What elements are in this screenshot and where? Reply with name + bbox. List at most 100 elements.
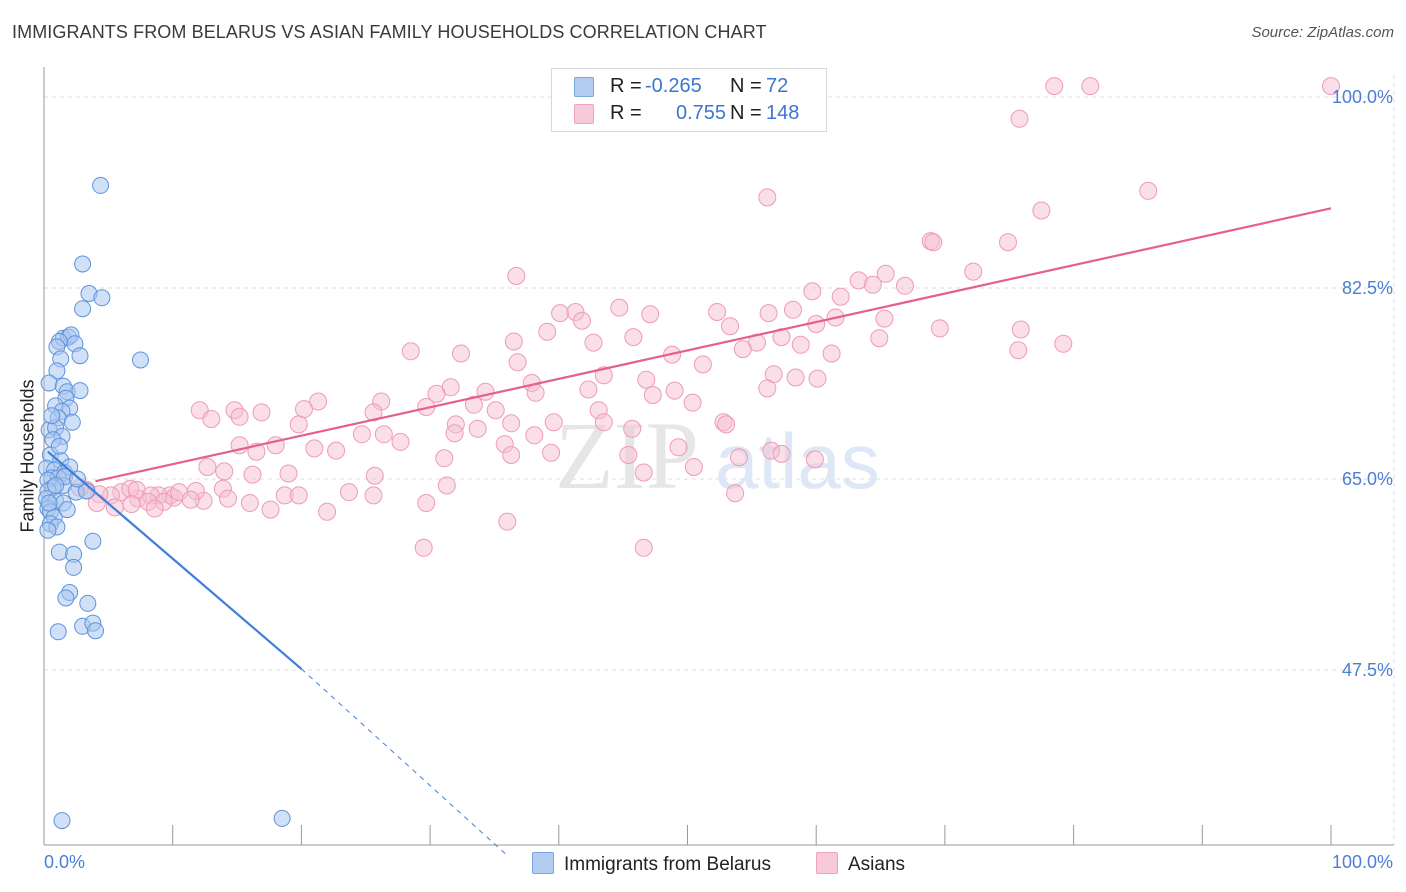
asians-point: [708, 303, 727, 321]
asians-point: [669, 438, 688, 457]
asians-point: [498, 512, 517, 531]
belarus-point: [132, 351, 149, 369]
asians-point: [594, 366, 613, 385]
asians-point: [240, 494, 259, 512]
y-tick-label: 100.0%: [1331, 87, 1393, 107]
asians-point: [641, 305, 660, 324]
y-tick-label: 82.5%: [1341, 278, 1393, 298]
asians-point: [1139, 181, 1158, 200]
asians-point: [1322, 77, 1340, 96]
x-tick-label: 0.0%: [44, 852, 86, 872]
asians-point: [309, 392, 328, 411]
belarus-point: [47, 477, 65, 494]
asians-point: [122, 495, 141, 514]
legend-swatch-belarus: [574, 77, 594, 97]
asians-point: [784, 300, 802, 319]
asians-point: [486, 401, 505, 420]
belarus-point: [273, 809, 291, 827]
asians-point: [1081, 77, 1100, 96]
asians-point: [930, 319, 949, 338]
belarus-point: [71, 382, 89, 400]
belarus-point: [50, 437, 68, 455]
asians-point: [693, 355, 712, 374]
asians-point: [544, 413, 563, 432]
belarus-point: [79, 594, 97, 612]
x-tick-label: 100.0%: [1331, 852, 1393, 872]
belarus-point: [50, 543, 68, 561]
asians-point: [759, 304, 778, 323]
asians-point: [502, 446, 521, 464]
y-axis-title: Family Households: [17, 379, 38, 533]
asians-point: [619, 446, 638, 464]
asians-point: [435, 449, 454, 468]
asians-point: [684, 458, 703, 476]
asians-point: [391, 432, 410, 451]
asians-points: [71, 77, 1340, 557]
asians-point: [964, 262, 983, 281]
asians-point: [610, 298, 629, 317]
asians-point: [476, 382, 495, 401]
asians-point: [791, 335, 810, 354]
asians-point: [875, 309, 894, 328]
asians-point: [352, 425, 371, 444]
asians-point: [401, 342, 420, 361]
asians-point: [634, 538, 653, 557]
asians-point: [730, 448, 748, 467]
belarus-point: [57, 589, 75, 607]
asians-point: [507, 267, 526, 285]
asians-point: [414, 538, 433, 557]
belarus-points: [38, 176, 291, 830]
asians-point: [145, 499, 164, 518]
belarus-point: [87, 622, 104, 640]
asians-point: [243, 465, 262, 484]
belarus-point: [48, 362, 66, 380]
asians-point: [230, 407, 249, 426]
asians-trend-line: [95, 207, 1332, 483]
legend-n-label: N =: [730, 102, 762, 124]
belarus-point: [53, 812, 71, 830]
asians-point: [896, 276, 914, 295]
asians-point: [999, 233, 1017, 252]
asians-point: [289, 415, 308, 434]
bottom-legend-swatch-asians: [816, 852, 838, 874]
belarus-trend-line: [47, 450, 303, 670]
belarus-point: [63, 413, 81, 431]
bottom-legend-asians: Asians: [816, 852, 905, 876]
belarus-trend-extension: [301, 668, 508, 856]
asians-point: [863, 275, 882, 294]
asians-point: [452, 344, 470, 363]
asians-point: [417, 494, 436, 512]
asians-point: [758, 379, 777, 398]
bottom-legend-belarus: Immigrants from Belarus: [532, 852, 771, 876]
bottom-legend-label-asians: Asians: [848, 854, 906, 875]
asians-point: [579, 380, 598, 399]
belarus-point: [74, 255, 92, 273]
asians-point: [634, 463, 653, 482]
asians-point: [665, 381, 684, 400]
belarus-point: [49, 623, 67, 641]
asians-point: [924, 233, 943, 252]
belarus-point: [71, 347, 89, 365]
asians-point: [365, 466, 384, 485]
asians-point: [364, 486, 383, 505]
asians-point: [219, 489, 237, 508]
asians-point: [803, 282, 822, 301]
asians-point: [525, 426, 544, 445]
asians-point: [717, 415, 736, 434]
asians-point: [805, 450, 824, 469]
belarus-point: [93, 289, 111, 307]
asians-point: [202, 410, 221, 428]
belarus-point: [92, 176, 110, 194]
asians-point: [876, 264, 895, 283]
asians-point: [831, 287, 850, 306]
belarus-point: [84, 532, 102, 550]
asians-point: [623, 419, 642, 438]
asians-point: [502, 414, 521, 433]
asians-point: [1054, 334, 1073, 353]
belarus-point: [43, 407, 61, 425]
asians-point: [318, 502, 337, 521]
asians-point: [637, 370, 656, 389]
asians-point: [526, 383, 545, 402]
asians-point: [468, 419, 487, 438]
legend-r-label: R =: [610, 102, 642, 124]
